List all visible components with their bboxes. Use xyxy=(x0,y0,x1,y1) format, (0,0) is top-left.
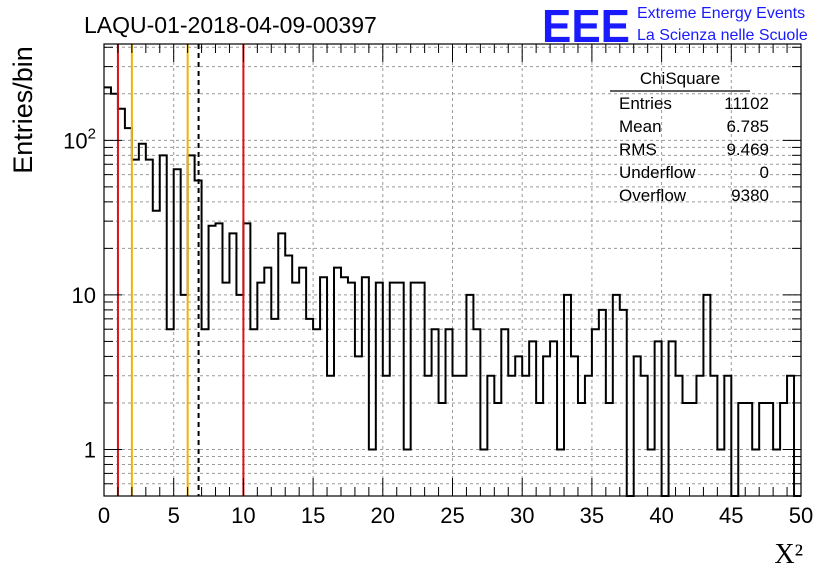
x-axis-label: X² xyxy=(774,539,803,570)
histogram-bin xyxy=(167,329,174,496)
histogram-bin xyxy=(592,329,599,496)
stats-rows: Entries 11102 Mean 6.785 RMS 9.469 Underflow 0 O… xyxy=(619,94,769,205)
histogram-bin xyxy=(181,295,188,496)
histogram-bin xyxy=(473,329,480,496)
histogram-bin xyxy=(446,329,453,496)
histogram-bin xyxy=(104,87,111,496)
stats-label: Underflow xyxy=(619,163,696,182)
histogram-bin xyxy=(787,376,794,496)
histogram-bin xyxy=(313,329,320,496)
histogram-bin xyxy=(236,295,243,496)
histogram-bin xyxy=(202,329,209,496)
x-tick-label: 35 xyxy=(580,503,604,528)
histogram-bin xyxy=(327,376,334,496)
histogram-bin xyxy=(501,329,508,496)
stats-value: 9.469 xyxy=(726,140,769,159)
histogram-bin xyxy=(724,376,731,496)
histogram-bin xyxy=(515,356,522,496)
histogram-bin xyxy=(696,376,703,496)
y-axis-label: Entries/bin xyxy=(8,46,38,174)
histogram-bin xyxy=(550,341,557,496)
stats-value: 11102 xyxy=(724,94,769,113)
stats-label: Overflow xyxy=(619,186,687,205)
histogram-bin xyxy=(139,144,146,496)
tick-labels: 0 5 10 15 20 25 30 35 40 45 50 1 10 102 xyxy=(63,125,813,528)
histogram-bin xyxy=(703,295,710,496)
x-tick-label: 0 xyxy=(98,503,110,528)
histogram-outline xyxy=(104,86,801,497)
x-tick-label: 30 xyxy=(510,503,534,528)
x-tick-label: 45 xyxy=(719,503,743,528)
x-tick-label: 15 xyxy=(301,503,325,528)
histogram-bin xyxy=(466,295,473,496)
histogram-bin xyxy=(655,341,662,496)
histogram-bin xyxy=(529,341,536,496)
eee-logo-text: EEE xyxy=(542,0,630,52)
histogram-bin xyxy=(522,376,529,496)
histogram-bin xyxy=(459,376,466,496)
chart-title: LAQU-01-2018-04-09-00397 xyxy=(84,12,377,38)
stats-box: ChiSquare Entries 11102 Mean 6.785 RMS 9.469 U… xyxy=(610,69,769,205)
stats-label: RMS xyxy=(619,140,657,159)
histogram-bin xyxy=(571,356,578,496)
histogram-bin xyxy=(564,295,571,496)
x-tick-label: 5 xyxy=(168,503,180,528)
histogram-bin xyxy=(271,319,278,496)
x-tick-label: 20 xyxy=(371,503,395,528)
histogram-bin xyxy=(585,376,592,496)
x-tick-label: 25 xyxy=(440,503,464,528)
y-tick-label: 102 xyxy=(63,125,96,153)
histogram-bin xyxy=(209,226,216,496)
stats-value: 9380 xyxy=(731,186,769,205)
stats-value: 0 xyxy=(760,163,769,182)
histogram-bin xyxy=(676,376,683,496)
stats-title: ChiSquare xyxy=(640,69,720,88)
eee-logo-line1: Extreme Energy Events xyxy=(637,5,805,22)
histogram-bin xyxy=(250,329,257,496)
histogram-bin xyxy=(453,376,460,496)
histogram-bin xyxy=(508,376,515,496)
histogram-bin xyxy=(613,295,620,496)
x-tick-label: 50 xyxy=(789,503,813,528)
y-tick-label: 1 xyxy=(84,437,96,462)
stats-label: Mean xyxy=(619,117,662,136)
histogram-bin xyxy=(355,356,362,496)
axis-ticks xyxy=(103,44,802,496)
histogram-bin xyxy=(710,376,717,496)
histogram-bin xyxy=(125,128,132,496)
eee-logo-line2: La Scienza nelle Scuole xyxy=(637,27,808,44)
histogram-bin xyxy=(634,356,641,496)
histogram-bin xyxy=(188,155,195,496)
reference-lines xyxy=(116,44,245,496)
histogram-bin xyxy=(641,376,648,496)
histogram-bin xyxy=(425,376,432,496)
y-tick-label: 10 xyxy=(72,283,96,308)
x-tick-label: 10 xyxy=(231,503,255,528)
histogram-bin xyxy=(543,356,550,496)
histogram-bin xyxy=(383,376,390,496)
histogram-bin xyxy=(216,223,223,496)
histogram-bin xyxy=(146,160,153,496)
histogram-bin xyxy=(243,223,250,496)
stats-label: Entries xyxy=(619,94,672,113)
histogram-bin xyxy=(432,329,439,496)
histogram-bin xyxy=(487,376,494,496)
histogram-bin xyxy=(132,160,139,496)
histogram xyxy=(104,86,801,497)
histogram-bin xyxy=(306,319,313,496)
histogram-bin xyxy=(160,155,167,496)
stats-value: 6.785 xyxy=(726,117,769,136)
histogram-bin xyxy=(174,169,181,496)
eee-logo: EEE Extreme Energy Events La Scienza nel… xyxy=(542,0,808,52)
x-tick-label: 40 xyxy=(649,503,673,528)
histogram-bin xyxy=(669,341,676,496)
histogram-bin xyxy=(153,211,160,496)
